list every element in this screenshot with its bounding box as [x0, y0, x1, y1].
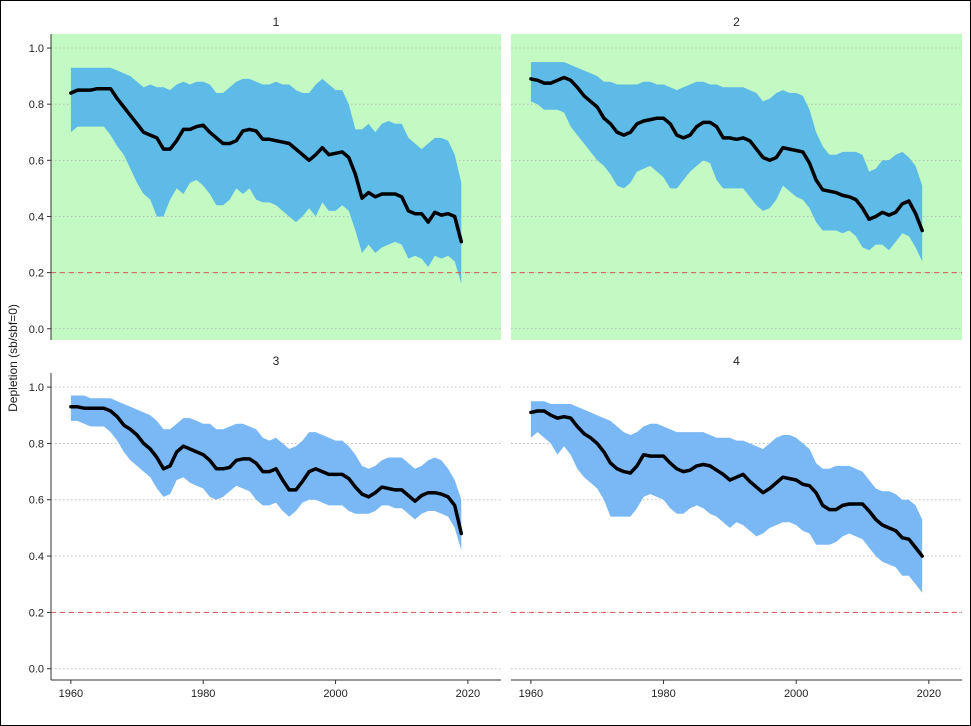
- x-tick-label: 1960: [59, 688, 83, 700]
- uncertainty-band: [530, 62, 923, 262]
- y-tick-label: 0.8: [29, 99, 44, 111]
- x-tick-label: 2020: [917, 688, 941, 700]
- panel-1: 1 0.0 0.2 0.4 0.6 0.8 1.0: [29, 15, 501, 340]
- y-tick-label: 0.0: [29, 324, 44, 336]
- y-tick-label: 1.0: [29, 382, 44, 394]
- median-line: [529, 75, 924, 233]
- x-tick-label: 2000: [323, 688, 347, 700]
- panel-4: 4 1960 1980 2000 2020: [511, 354, 962, 700]
- x-tick-label: 1960: [519, 688, 543, 700]
- median-line: [69, 86, 464, 244]
- panel-title: 4: [733, 354, 740, 368]
- y-tick-label: 1.0: [29, 43, 44, 55]
- median-line: [529, 409, 924, 558]
- x-tick-label: 2020: [456, 688, 480, 700]
- x-tick-label: 2000: [784, 688, 808, 700]
- x-tick-label: 1980: [191, 688, 215, 700]
- y-tick-label: 0.6: [29, 495, 44, 507]
- panel-title: 2: [733, 15, 740, 29]
- median-line: [69, 405, 464, 536]
- panel-title: 3: [273, 354, 280, 368]
- uncertainty-band: [530, 401, 923, 593]
- y-tick-label: 0.4: [29, 551, 44, 563]
- y-tick-label: 0.8: [29, 438, 44, 450]
- y-tick-label: 0.4: [29, 211, 44, 223]
- uncertainty-band: [70, 67, 462, 284]
- panel-3: 3 0.0 0.2 0.4 0.6 0.8 1.0 1960 1980 2000 2020: [29, 354, 501, 700]
- y-tick-label: 0.6: [29, 155, 44, 167]
- panel-2: 2: [511, 15, 962, 340]
- panel-title: 1: [273, 15, 280, 29]
- y-tick-label: 0.2: [29, 607, 44, 619]
- x-tick-label: 1980: [651, 688, 675, 700]
- y-tick-label: 0.2: [29, 268, 44, 280]
- y-axis-label: Depletion (sb/sbf=0): [6, 304, 20, 412]
- y-tick-label: 0.0: [29, 664, 44, 676]
